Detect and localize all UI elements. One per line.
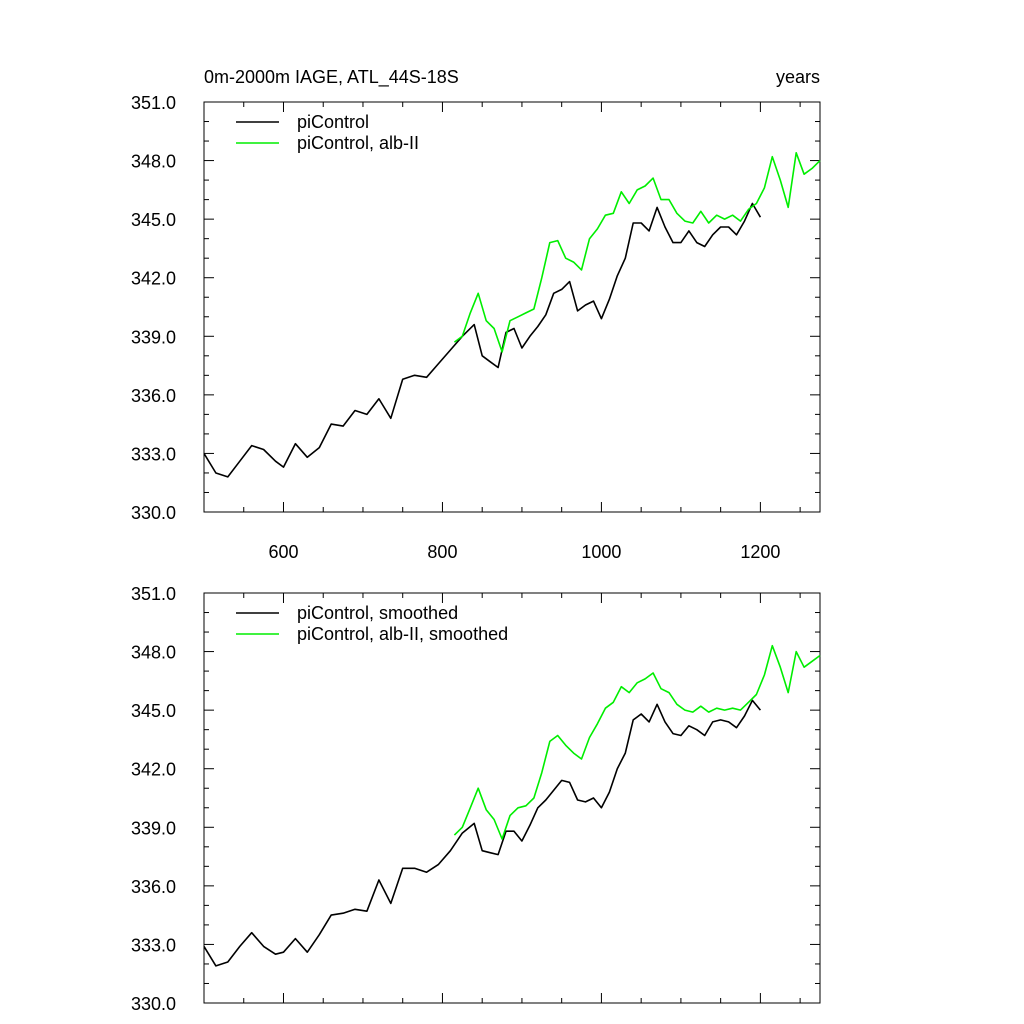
- legend-label: piControl: [297, 112, 369, 132]
- figure-units-label: years: [776, 67, 820, 87]
- series-line-alb-ii: [453, 152, 821, 353]
- x-tick-label: 600: [268, 542, 298, 562]
- y-tick-label: 345.0: [131, 701, 176, 721]
- y-tick-label: 348.0: [131, 152, 176, 172]
- chart-panel-bottom: 330.0 333.0 336.0 339.0 342.0 345.0 348.0 351.0…: [131, 584, 821, 1014]
- x-tick-label: 1200: [740, 542, 780, 562]
- y-tick-label: 333.0: [131, 935, 176, 955]
- y-tick-label: 342.0: [131, 269, 176, 289]
- figure-title: 0m-2000m IAGE, ATL_44S-18S: [204, 67, 459, 88]
- y-tick-label: 336.0: [131, 877, 176, 897]
- series-line-picontrol: [203, 202, 762, 478]
- y-tick-label: 336.0: [131, 386, 176, 406]
- y-tick-label: 330.0: [131, 503, 176, 523]
- plot-frame: [203, 101, 821, 513]
- y-tick-label: 330.0: [131, 994, 176, 1014]
- legend-label: piControl, alb-II, smoothed: [297, 624, 508, 644]
- y-tick-label: 351.0: [131, 584, 176, 604]
- y-tick-label: 333.0: [131, 444, 176, 464]
- y-tick-label: 348.0: [131, 643, 176, 663]
- y-tick-label: 345.0: [131, 210, 176, 230]
- y-tick-label: 351.0: [131, 93, 176, 113]
- series-line-picontrol: [203, 699, 762, 967]
- y-tick-label: 339.0: [131, 818, 176, 838]
- x-tick-label: 800: [427, 542, 457, 562]
- legend-label: piControl, alb-II: [297, 133, 419, 153]
- chart-panel-top: 600 800 1000 1200 330.0 333.0 336.0 339.0 342.0 3…: [131, 93, 821, 562]
- y-tick-label: 339.0: [131, 327, 176, 347]
- plot-frame: [203, 592, 821, 1004]
- series-line-alb-ii: [453, 644, 821, 840]
- y-tick-label: 342.0: [131, 760, 176, 780]
- legend-label: piControl, smoothed: [297, 603, 458, 623]
- x-tick-label: 1000: [581, 542, 621, 562]
